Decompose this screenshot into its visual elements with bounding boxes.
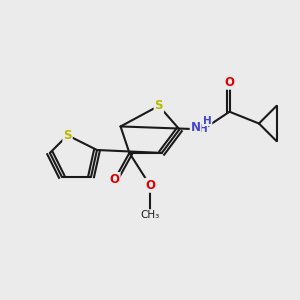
Text: O: O — [145, 179, 155, 192]
Text: S: S — [154, 99, 163, 112]
Text: H: H — [203, 116, 212, 126]
Text: CH₃: CH₃ — [140, 210, 160, 220]
Text: N: N — [190, 122, 201, 134]
Text: S: S — [63, 129, 72, 142]
Text: O: O — [110, 173, 120, 186]
Text: O: O — [224, 76, 235, 89]
Text: H: H — [199, 124, 207, 134]
Text: —: — — [144, 205, 156, 218]
